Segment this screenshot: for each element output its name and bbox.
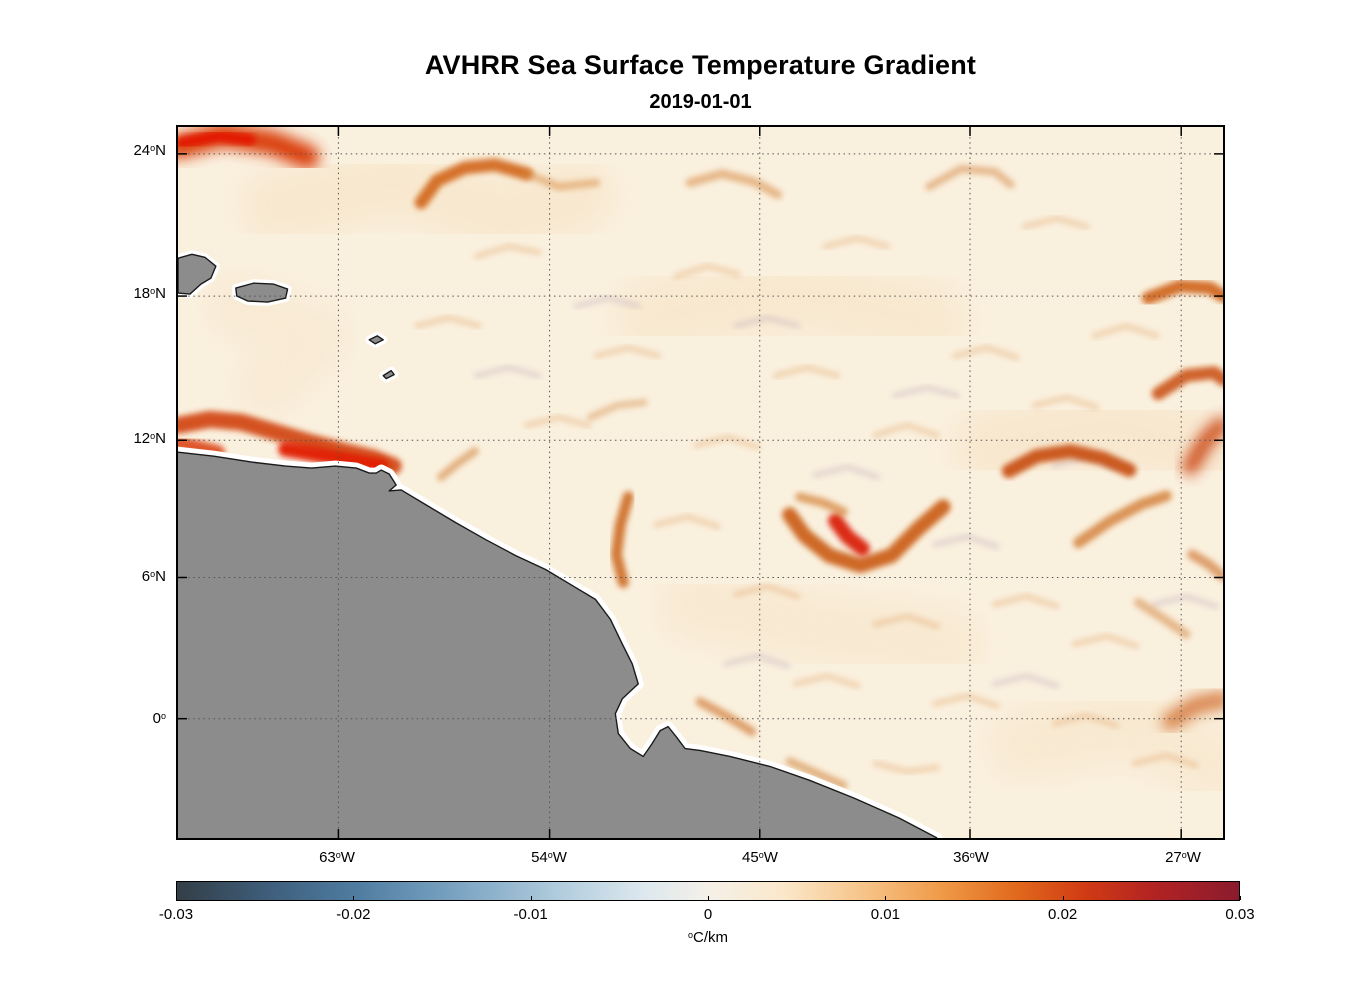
sst-gradient-map	[178, 127, 1223, 838]
y-tick-label: 18oN	[133, 285, 166, 303]
colorbar-gradient	[176, 881, 1240, 901]
colorbar-tick-label: -0.03	[158, 906, 194, 923]
colorbar-unit-label: oC/km	[176, 929, 1240, 946]
y-tick-label: 24oN	[133, 142, 166, 160]
x-tick-label: 45oW	[742, 849, 778, 866]
x-tick-label: 36oW	[953, 849, 989, 866]
ocean-washes	[207, 146, 1223, 804]
colorbar-tick-label: 0	[703, 906, 713, 923]
unit-text: C/km	[693, 929, 728, 946]
colorbar-tick-label: -0.01	[513, 906, 548, 923]
land-mask	[178, 250, 943, 838]
chart-title: AVHRR Sea Surface Temperature Gradient	[424, 50, 977, 80]
axis-tick-marks	[178, 127, 1223, 838]
x-tick-label: 27oW	[1165, 849, 1201, 866]
colorbar-tick-mark	[1240, 896, 1241, 900]
x-tick-label: 54oW	[531, 849, 567, 866]
y-tick-label: 6oN	[141, 568, 166, 586]
degree-symbol: o	[687, 929, 693, 940]
chart-subtitle: 2019-01-01	[649, 91, 752, 113]
gradient-texture-wisps	[414, 215, 1220, 789]
y-tick-label: 0o	[152, 710, 166, 728]
colorbar-tick-label: -0.02	[336, 906, 371, 923]
sst-front-features	[178, 127, 1223, 790]
plot-area	[176, 125, 1225, 840]
colorbar-tick-label: 0.02	[1048, 906, 1078, 923]
gridlines	[178, 127, 1223, 838]
x-tick-label: 63oW	[319, 849, 355, 866]
y-tick-label: 12oN	[133, 430, 166, 448]
colorbar-tick-label: 0.01	[870, 906, 900, 923]
colorbar-tick-label: 0.03	[1225, 906, 1255, 923]
